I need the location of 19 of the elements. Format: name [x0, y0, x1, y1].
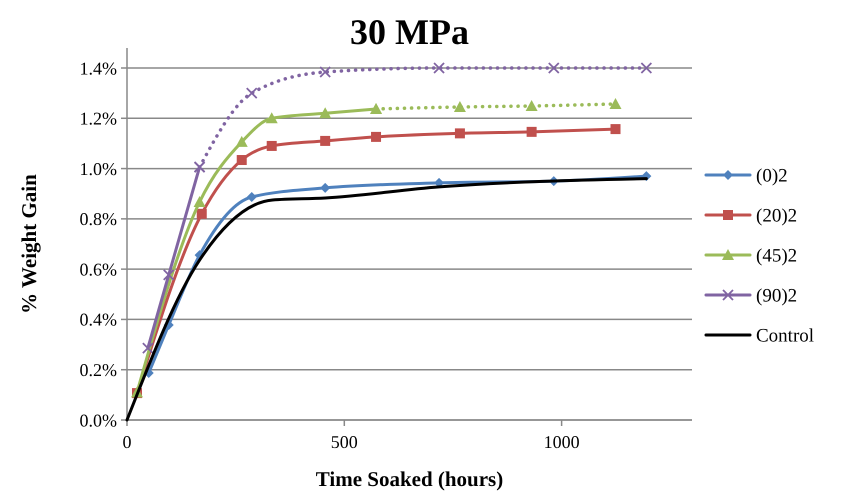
legend-label: (0)2 [756, 166, 788, 187]
x-axis-title: Time Soaked (hours) [316, 467, 504, 491]
x-tick-label: 500 [330, 432, 358, 452]
x-tick-label: 1000 [544, 432, 580, 452]
chart-title: 30 MPa [350, 12, 469, 52]
legend-label: Control [756, 326, 814, 347]
y-tick-label: 0.2% [80, 360, 117, 380]
legend-label: (20)2 [756, 206, 798, 227]
legend-label: (45)2 [756, 246, 798, 267]
x-tick-label: 0 [122, 432, 132, 452]
y-tick-label: 0.8% [80, 209, 117, 230]
y-axis-title: % Weight Gain [17, 174, 41, 314]
y-tick-label: 1.2% [80, 108, 117, 129]
y-tick-label: 1.0% [80, 158, 117, 179]
y-tick-label: 0.6% [80, 259, 117, 280]
y-tick-label: 0.4% [80, 310, 117, 330]
y-tick-label: 0.0% [80, 410, 117, 430]
legend-label: (90)2 [756, 286, 798, 307]
y-tick-label: 1.4% [80, 58, 117, 78]
